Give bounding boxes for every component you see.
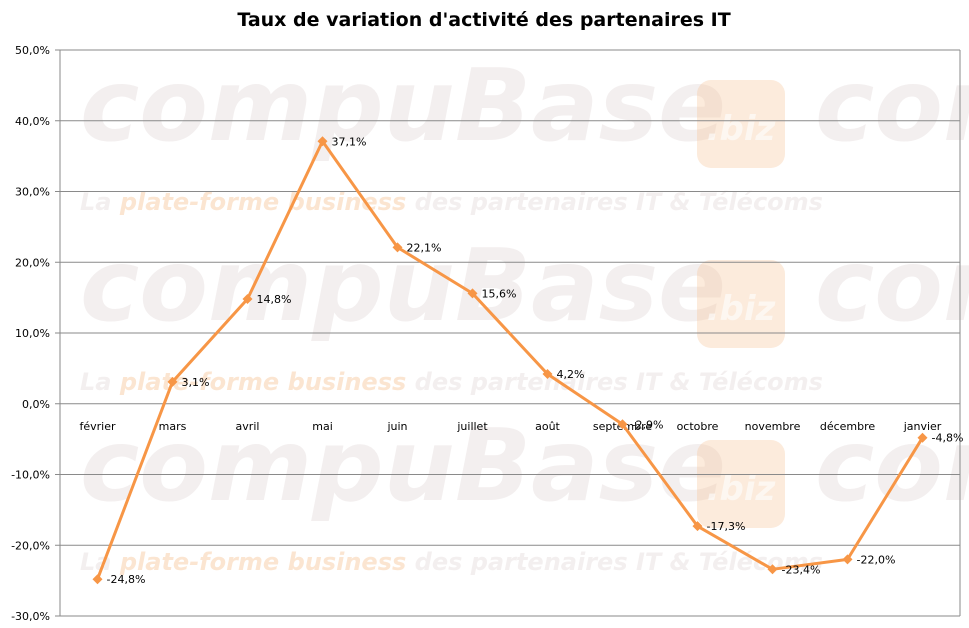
x-tick-label: décembre: [820, 420, 876, 433]
y-tick-label: 10,0%: [15, 327, 50, 340]
watermark-badge-text: .biz: [707, 289, 776, 329]
y-tick-label: 0,0%: [22, 398, 50, 411]
watermark-brand: compuBase: [80, 227, 726, 344]
y-axis-ticks: 50,0% 40,0% 30,0% 20,0% 10,0% 0,0% -10,0% -20,0…: [11, 44, 50, 623]
x-tick-label: août: [535, 420, 560, 433]
y-tick-label: -30,0%: [11, 610, 50, 623]
data-label: -4,8%: [932, 432, 964, 445]
data-point: [467, 288, 478, 299]
data-point: [242, 294, 253, 305]
watermark-badge: [697, 440, 785, 528]
data-label: 15,6%: [482, 287, 517, 300]
data-point: [617, 419, 628, 430]
data-label: -22,0%: [857, 553, 896, 566]
watermark-badge: [697, 260, 785, 348]
series-line-group: [92, 136, 928, 585]
watermark-badge-text: .biz: [707, 469, 776, 509]
watermark-brand: compuBase: [815, 47, 969, 164]
series-line: [96, 139, 924, 580]
data-point: [842, 554, 853, 565]
x-tick-label: mars: [159, 420, 187, 433]
x-axis-ticks: févriermarsavrilmaijuinjuilletaoûtseptem…: [79, 420, 941, 433]
data-label: 22,1%: [407, 241, 442, 254]
watermark-brand: compuBase: [80, 47, 726, 164]
data-point: [92, 574, 103, 585]
data-point: [917, 432, 928, 443]
watermark-brand: compuBase: [815, 407, 969, 524]
gridlines: [55, 49, 961, 617]
data-point: [317, 136, 328, 147]
x-tick-label: juillet: [456, 420, 488, 433]
chart-title: Taux de variation d'activité des partena…: [237, 9, 730, 31]
watermark-brand: compuBase: [80, 407, 726, 524]
y-tick-label: 50,0%: [15, 44, 50, 57]
data-labels: -24,8% 3,1% 14,8% 37,1% 22,1% 15,6% 4,2% -2,9% -…: [107, 135, 964, 586]
x-tick-label: novembre: [745, 420, 801, 433]
x-tick-label: octobre: [677, 420, 719, 433]
y-tick-label: -20,0%: [11, 539, 50, 552]
watermark-badge-text: .biz: [707, 109, 776, 149]
x-tick-label: juin: [386, 420, 407, 433]
y-tick-label: 30,0%: [15, 186, 50, 199]
data-label: -23,4%: [782, 563, 821, 576]
watermark-tagline: La plate-forme business des partenaires …: [80, 368, 823, 396]
data-label: -17,3%: [707, 520, 746, 533]
data-label: 14,8%: [257, 293, 292, 306]
y-tick-label: 20,0%: [15, 256, 50, 269]
watermark-brand: compuBase: [815, 227, 969, 344]
x-tick-label: janvier: [903, 420, 942, 433]
watermark-tagline: La plate-forme business des partenaires …: [80, 548, 823, 576]
data-label: 3,1%: [182, 376, 210, 389]
x-tick-label: mai: [312, 420, 333, 433]
data-point: [167, 376, 178, 387]
data-point: [392, 242, 403, 253]
x-tick-label: février: [79, 420, 115, 433]
data-label: -24,8%: [107, 573, 146, 586]
data-label: 37,1%: [332, 135, 367, 148]
y-tick-label: -10,0%: [11, 469, 50, 482]
data-label: -2,9%: [632, 418, 664, 431]
data-point: [767, 564, 778, 575]
watermark-badge: [697, 80, 785, 168]
data-label: 4,2%: [557, 368, 585, 381]
data-point: [542, 369, 553, 380]
y-tick-label: 40,0%: [15, 115, 50, 128]
x-tick-label: avril: [236, 420, 260, 433]
watermark-tagline: La plate-forme business des partenaires …: [80, 188, 823, 216]
data-point: [692, 521, 703, 532]
